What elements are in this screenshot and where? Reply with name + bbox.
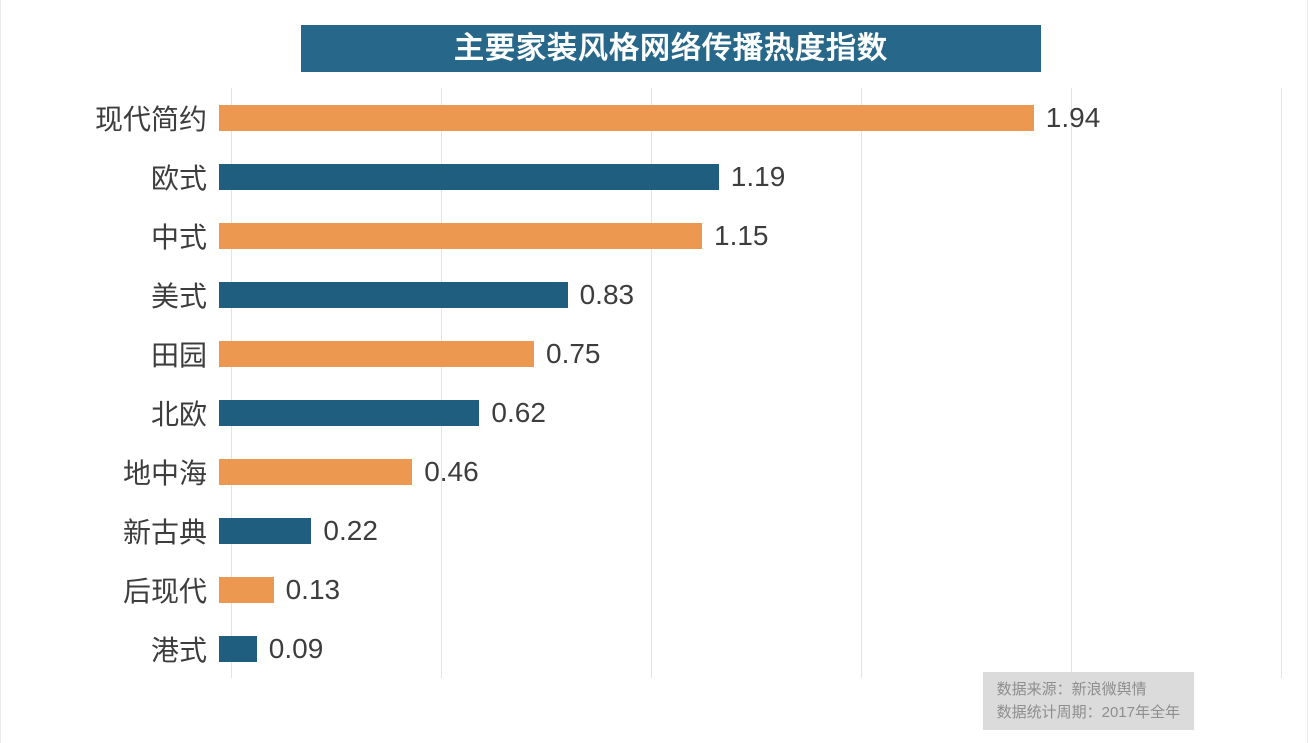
category-label: 中式	[150, 221, 207, 253]
plot-area: 现代简约 1.94 欧式 1.19 中式 1.15 美式 0.83 田园 0.75 北欧 0.62 地中…	[1, 88, 1307, 678]
bar-row: 地中海 0.46	[1, 442, 1307, 501]
value-label: 0.13	[285, 573, 341, 605]
bar-track: 1.94	[219, 88, 1269, 147]
source-note: 数据来源：新浪微舆情 数据统计周期：2017年全年	[982, 671, 1194, 730]
category-label: 新古典	[122, 516, 207, 548]
gridline	[441, 88, 442, 678]
bar-track: 0.09	[219, 619, 1269, 678]
period-line: 数据统计周期：2017年全年	[996, 703, 1180, 721]
bar	[219, 281, 568, 308]
bar-row: 田园 0.75	[1, 324, 1307, 383]
bar-row: 现代简约 1.94	[1, 88, 1307, 147]
value-label: 0.09	[268, 632, 324, 664]
bar-track: 0.46	[219, 442, 1269, 501]
gridline	[1281, 88, 1282, 678]
value-label: 0.62	[491, 396, 546, 428]
gridlines	[231, 88, 1282, 678]
gridline	[651, 88, 652, 678]
value-label: 0.22	[323, 514, 378, 546]
category-label: 美式	[150, 280, 207, 312]
gridline	[231, 88, 232, 678]
bar-track: 0.75	[219, 324, 1269, 383]
bar-rows: 现代简约 1.94 欧式 1.19 中式 1.15 美式 0.83 田园 0.75 北欧 0.62 地中…	[1, 88, 1307, 678]
bar	[219, 163, 719, 190]
chart-title: 主要家装风格网络传播热度指数	[301, 25, 1041, 72]
gridline	[861, 88, 862, 678]
category-label: 现代简约	[94, 103, 207, 135]
value-label: 1.15	[714, 219, 769, 251]
category-label: 欧式	[150, 162, 207, 194]
bar	[219, 517, 312, 544]
bar	[219, 576, 274, 603]
bar-track: 0.83	[219, 265, 1269, 324]
bar-row: 美式 0.83	[1, 265, 1307, 324]
bar	[219, 458, 413, 485]
value-label: 1.19	[730, 160, 786, 192]
bar-row: 港式 0.09	[1, 619, 1307, 678]
bar-track: 1.19	[219, 147, 1269, 206]
source-line: 数据来源：新浪微舆情	[996, 680, 1147, 698]
bar-row: 北欧 0.62	[1, 383, 1307, 442]
bar	[219, 340, 534, 367]
category-label: 港式	[150, 634, 207, 666]
bar-row: 欧式 1.19	[1, 147, 1307, 206]
bar-row: 中式 1.15	[1, 206, 1307, 265]
bar-track: 0.62	[219, 383, 1269, 442]
bar	[219, 104, 1034, 131]
category-label: 北欧	[150, 398, 207, 430]
bar	[219, 399, 480, 426]
bar-track: 0.22	[219, 501, 1269, 560]
bar-track: 0.13	[219, 560, 1269, 619]
gridline	[1071, 88, 1072, 678]
value-label: 0.75	[546, 337, 601, 369]
bar-row: 新古典 0.22	[1, 501, 1307, 560]
category-label: 地中海	[122, 457, 207, 489]
value-label: 0.46	[424, 455, 479, 487]
value-label: 1.94	[1045, 101, 1101, 133]
bar	[219, 222, 702, 249]
value-label: 0.83	[579, 278, 635, 310]
category-label: 田园	[150, 339, 207, 371]
bar-row: 后现代 0.13	[1, 560, 1307, 619]
category-label: 后现代	[122, 575, 207, 607]
bar-track: 1.15	[219, 206, 1269, 265]
bar	[219, 635, 257, 662]
